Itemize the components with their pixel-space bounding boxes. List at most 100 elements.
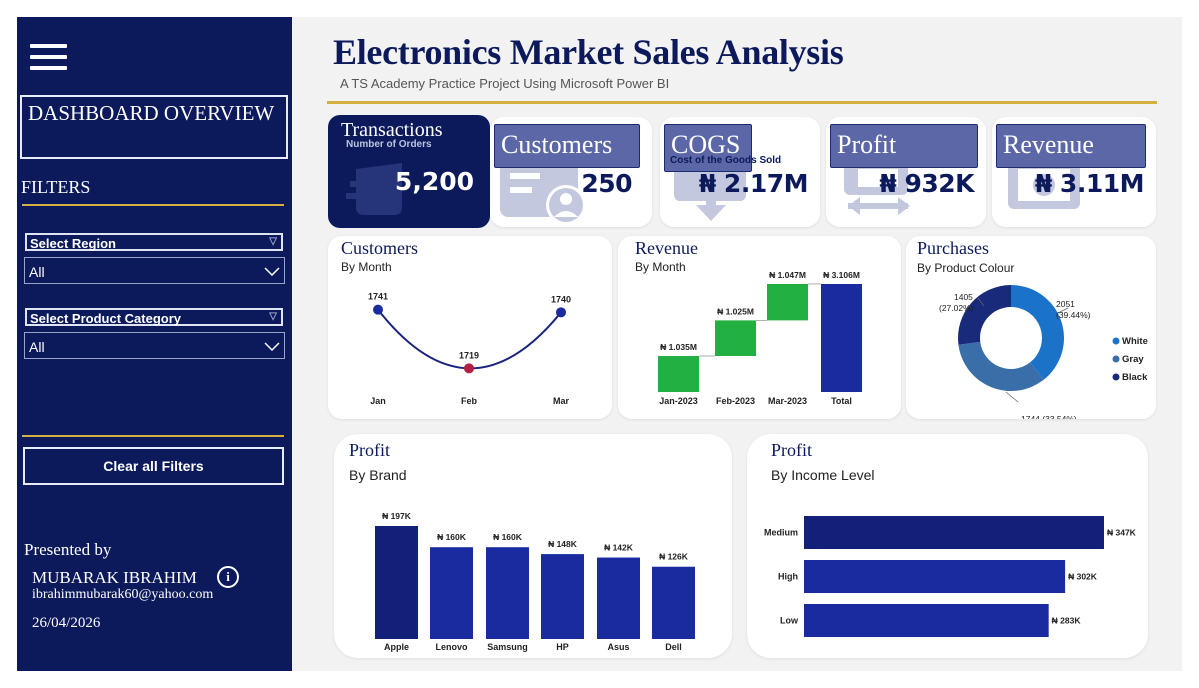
brand-data-label: ₦ 148K xyxy=(548,539,578,549)
customers-data-label: 1741 xyxy=(368,292,388,302)
page-subtitle: A TS Academy Practice Project Using Micr… xyxy=(340,76,670,91)
kpi-cogs-value: ₦ 2.17M xyxy=(698,169,809,198)
kpi-profit-card[interactable]: Profit ₦ 932K xyxy=(826,117,986,227)
sidebar: DASHBOARD OVERVIEW FILTERS Select Region… xyxy=(17,17,292,671)
purchases-chart-card: Purchases By Product Colour 2051 (39.44%)… xyxy=(906,236,1156,419)
brand-bar xyxy=(652,566,695,639)
kpi-cogs-card[interactable]: COGS Cost of the Goods Sold ₦ 2.17M xyxy=(660,117,820,227)
kpi-cogs-title: COGS xyxy=(664,124,752,172)
revenue-bar xyxy=(767,283,808,321)
filters-heading: FILTERS xyxy=(21,177,91,197)
brand-data-label: ₦ 160K xyxy=(493,532,523,542)
revenue-data-label: ₦ 1.047M xyxy=(769,270,806,280)
profit-brand-title: Profit xyxy=(349,440,391,460)
brand-data-label: ₦ 197K xyxy=(382,511,412,521)
donut-data-label: 1744 (33.54%) xyxy=(1021,414,1077,419)
customers-x-tick: Jan xyxy=(370,396,386,406)
chevron-down-icon: ▽ xyxy=(269,311,277,322)
revenue-data-label: ₦ 1.035M xyxy=(660,342,697,352)
kpi-revenue-card[interactable]: Revenue ₦ 3.11M xyxy=(992,117,1156,227)
presenter-name: MUBARAK IBRAHIM xyxy=(32,568,197,587)
donut-slice-black xyxy=(958,285,1011,345)
presented-by-label: Presented by xyxy=(24,540,112,559)
category-select[interactable]: All xyxy=(24,332,285,359)
brand-x-tick: HP xyxy=(556,642,569,652)
kpi-transactions-card[interactable]: Transactions Number of Orders 5,200 xyxy=(328,115,490,228)
brand-x-tick: Samsung xyxy=(487,642,528,652)
region-select[interactable]: All xyxy=(24,257,285,284)
clear-filters-button[interactable]: Clear all Filters xyxy=(23,447,284,485)
brand-x-tick: Lenovo xyxy=(435,642,468,652)
income-bar xyxy=(804,560,1066,593)
dashboard-overview-button[interactable]: DASHBOARD OVERVIEW xyxy=(20,95,288,159)
dashboard-overview-label: DASHBOARD OVERVIEW xyxy=(28,101,275,125)
menu-icon[interactable] xyxy=(30,44,67,70)
revenue-bar xyxy=(821,284,862,392)
kpi-customers-title: Customers xyxy=(494,124,640,168)
divider xyxy=(22,435,284,437)
purchases-chart-title: Purchases xyxy=(917,238,989,258)
region-label: Select Region xyxy=(30,236,116,251)
revenue-x-tick: Feb-2023 xyxy=(716,396,755,406)
clear-filters-label: Clear all Filters xyxy=(103,458,204,474)
kpi-profit-value: ₦ 932K xyxy=(879,169,974,198)
donut-data-label: (39.44%) xyxy=(1056,310,1091,320)
header-divider xyxy=(327,101,1157,104)
kpi-transactions-title: Transactions xyxy=(341,119,443,141)
main-canvas: Electronics Market Sales Analysis A TS A… xyxy=(292,17,1182,671)
donut-leader-line xyxy=(1005,391,1019,403)
money-icon xyxy=(1008,161,1080,209)
income-data-label: ₦ 347K xyxy=(1107,528,1137,538)
income-y-tick: High xyxy=(778,572,798,582)
profit-brand-subtitle: By Brand xyxy=(349,467,407,483)
revenue-data-label: ₦ 3.106M xyxy=(823,270,860,280)
kpi-transactions-value: 5,200 xyxy=(394,167,474,196)
kpi-transactions-sub: Number of Orders xyxy=(346,139,432,150)
kpi-revenue-title: Revenue xyxy=(996,124,1146,168)
revenue-x-tick: Jan-2023 xyxy=(659,396,698,406)
revenue-data-label: ₦ 1.025M xyxy=(717,306,754,316)
revenue-bar xyxy=(715,320,756,357)
kpi-revenue-value: ₦ 3.11M xyxy=(1034,169,1145,198)
customers-line-chart: 1741 Jan 1719 Feb 1740 Mar xyxy=(368,292,571,406)
kpi-profit-title: Profit xyxy=(830,124,978,168)
chevron-down-icon xyxy=(264,267,280,276)
info-icon[interactable]: i xyxy=(217,566,239,588)
region-filter-label: Select Region ▽ xyxy=(25,233,283,251)
donut-data-label: (27.02%) xyxy=(939,303,974,313)
chevron-down-icon xyxy=(264,342,280,351)
profit-income-bar-chart: ₦ 347K Medium ₦ 302K High ₦ 283K Low xyxy=(764,516,1137,637)
income-bar xyxy=(804,604,1049,637)
profit-brand-bar-chart: ₦ 197K Apple ₦ 160K Lenovo ₦ 160K Samsung ₦ 14… xyxy=(375,511,695,652)
brand-x-tick: Asus xyxy=(607,642,629,652)
brand-bar xyxy=(375,526,418,639)
donut-slice-white xyxy=(1011,285,1064,380)
legend-label: White xyxy=(1122,336,1148,347)
legend-label: Black xyxy=(1122,372,1148,383)
purchases-chart-subtitle: By Product Colour xyxy=(917,261,1015,275)
profit-brand-card: Profit By Brand ₦ 197K Apple ₦ 160K Lenovo ₦… xyxy=(334,434,732,658)
income-data-label: ₦ 283K xyxy=(1052,616,1082,626)
customers-data-point xyxy=(373,304,383,315)
customers-data-point xyxy=(464,363,474,374)
exchange-icon xyxy=(844,161,910,215)
profit-income-title: Profit xyxy=(771,440,813,460)
customers-chart-title: Customers xyxy=(341,238,419,258)
revenue-chart-card: Revenue By Month ₦ 1.035M Jan-2023 ₦ 1.025… xyxy=(618,236,901,419)
purchases-donut-chart: 2051(39.44%) 1744 (33.54%) 1405(27.02%) Whi… xyxy=(939,285,1148,419)
profit-income-subtitle: By Income Level xyxy=(771,467,875,483)
kpi-cogs-sub: Cost of the Goods Sold xyxy=(670,155,782,166)
legend-label: Gray xyxy=(1122,354,1144,365)
kpi-customers-card[interactable]: Customers 250 xyxy=(490,117,652,227)
donut-data-label: 2051 xyxy=(1056,299,1075,309)
receipt-icon xyxy=(346,163,402,215)
divider xyxy=(22,204,284,206)
customer-card-icon xyxy=(500,161,586,225)
customers-x-tick: Feb xyxy=(461,396,478,406)
donut-slice-gray xyxy=(958,341,1044,391)
chevron-down-icon: ▽ xyxy=(269,236,277,247)
customers-data-label: 1740 xyxy=(551,294,571,304)
category-filter-label: Select Product Category ▽ xyxy=(25,308,283,326)
brand-x-tick: Apple xyxy=(384,642,409,652)
category-label: Select Product Category xyxy=(30,311,181,326)
